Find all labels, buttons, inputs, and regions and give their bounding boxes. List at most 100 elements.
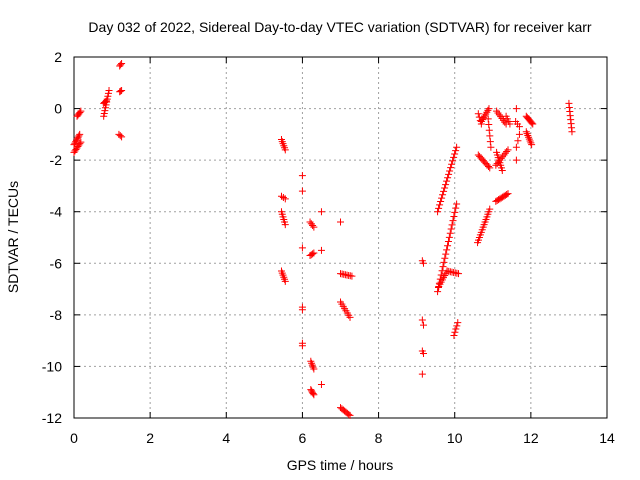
data-point xyxy=(102,101,110,109)
data-point xyxy=(448,221,456,229)
data-point xyxy=(485,105,493,113)
data-point xyxy=(73,135,81,143)
data-point xyxy=(317,246,325,254)
data-point xyxy=(450,213,458,221)
data-point xyxy=(281,146,289,154)
x-tick-label: 0 xyxy=(70,430,78,446)
data-point xyxy=(515,130,523,138)
data-point xyxy=(310,223,318,231)
data-point xyxy=(317,208,325,216)
data-point xyxy=(443,246,451,254)
data-point xyxy=(298,244,306,252)
data-point xyxy=(75,132,83,140)
axis-ticks xyxy=(73,56,608,419)
data-point xyxy=(419,259,427,267)
data-point xyxy=(450,331,458,339)
plot-frame xyxy=(73,56,608,419)
data-point xyxy=(308,361,316,369)
data-point xyxy=(309,221,317,229)
data-point xyxy=(444,174,452,182)
chart-title: Day 032 of 2022, Sidereal Day-to-day VTE… xyxy=(88,19,591,35)
data-point xyxy=(446,167,454,175)
data-point xyxy=(434,208,442,216)
data-point xyxy=(440,187,448,195)
data-point xyxy=(281,221,289,229)
data-point xyxy=(504,190,512,198)
data-point xyxy=(76,140,84,148)
data-point xyxy=(298,342,306,350)
y-tick-label: -6 xyxy=(50,255,63,271)
y-tick-label: -8 xyxy=(50,307,63,323)
data-point xyxy=(455,270,463,278)
data-point xyxy=(419,321,427,329)
x-tick-label: 2 xyxy=(146,430,154,446)
data-point xyxy=(105,87,113,95)
data-point xyxy=(281,277,289,285)
data-point xyxy=(485,126,493,134)
data-point xyxy=(298,172,306,180)
y-tick-label: -10 xyxy=(42,358,62,374)
data-point xyxy=(435,204,443,212)
y-tick-labels: -12 -10 -8 -6 -4 -2 0 2 xyxy=(42,49,62,426)
data-point xyxy=(453,143,461,151)
data-point xyxy=(440,258,448,266)
data-point xyxy=(281,195,289,203)
data-point xyxy=(298,187,306,195)
data-point xyxy=(484,162,492,170)
x-axis-label: GPS time / hours xyxy=(287,457,394,473)
data-point xyxy=(451,328,459,336)
data-point xyxy=(76,108,84,116)
data-points xyxy=(70,59,576,419)
x-tick-label: 14 xyxy=(599,430,615,446)
x-tick-label: 4 xyxy=(222,430,230,446)
y-tick-label: 0 xyxy=(54,101,62,117)
y-tick-label: -4 xyxy=(50,204,63,220)
data-point xyxy=(118,87,126,95)
data-point xyxy=(451,150,459,158)
data-point xyxy=(116,132,124,140)
data-point xyxy=(100,109,108,117)
data-point xyxy=(448,160,456,168)
data-point xyxy=(453,200,461,208)
data-point xyxy=(436,201,444,209)
x-tick-label: 12 xyxy=(523,430,539,446)
x-tick-label: 10 xyxy=(447,430,463,446)
data-point xyxy=(512,143,520,151)
data-point xyxy=(486,132,494,140)
data-point xyxy=(445,233,453,241)
data-point xyxy=(76,130,84,138)
data-point xyxy=(72,136,80,144)
data-point xyxy=(568,128,576,136)
data-point xyxy=(487,143,495,151)
data-point xyxy=(309,390,317,398)
data-point xyxy=(515,123,523,131)
data-point xyxy=(528,141,536,149)
data-point xyxy=(503,148,511,156)
data-point xyxy=(528,119,536,127)
data-point xyxy=(77,138,85,146)
y-tick-label: -2 xyxy=(50,152,63,168)
data-point xyxy=(446,229,454,237)
data-point xyxy=(118,59,126,67)
data-point xyxy=(101,107,109,115)
data-point xyxy=(310,365,318,373)
data-point xyxy=(77,107,85,115)
data-point xyxy=(512,156,520,164)
data-point xyxy=(441,184,449,192)
data-point xyxy=(529,120,537,128)
data-point xyxy=(514,137,522,145)
data-point xyxy=(451,208,459,216)
data-point xyxy=(118,133,126,141)
data-point xyxy=(103,98,111,106)
data-point xyxy=(439,191,447,199)
data-point xyxy=(438,194,446,202)
data-point xyxy=(309,250,317,258)
data-point xyxy=(100,112,108,120)
data-point xyxy=(447,225,455,233)
data-point xyxy=(442,250,450,258)
data-point xyxy=(503,191,511,199)
data-point xyxy=(447,164,455,172)
data-point xyxy=(449,157,457,165)
data-point xyxy=(418,370,426,378)
data-point xyxy=(74,133,82,141)
